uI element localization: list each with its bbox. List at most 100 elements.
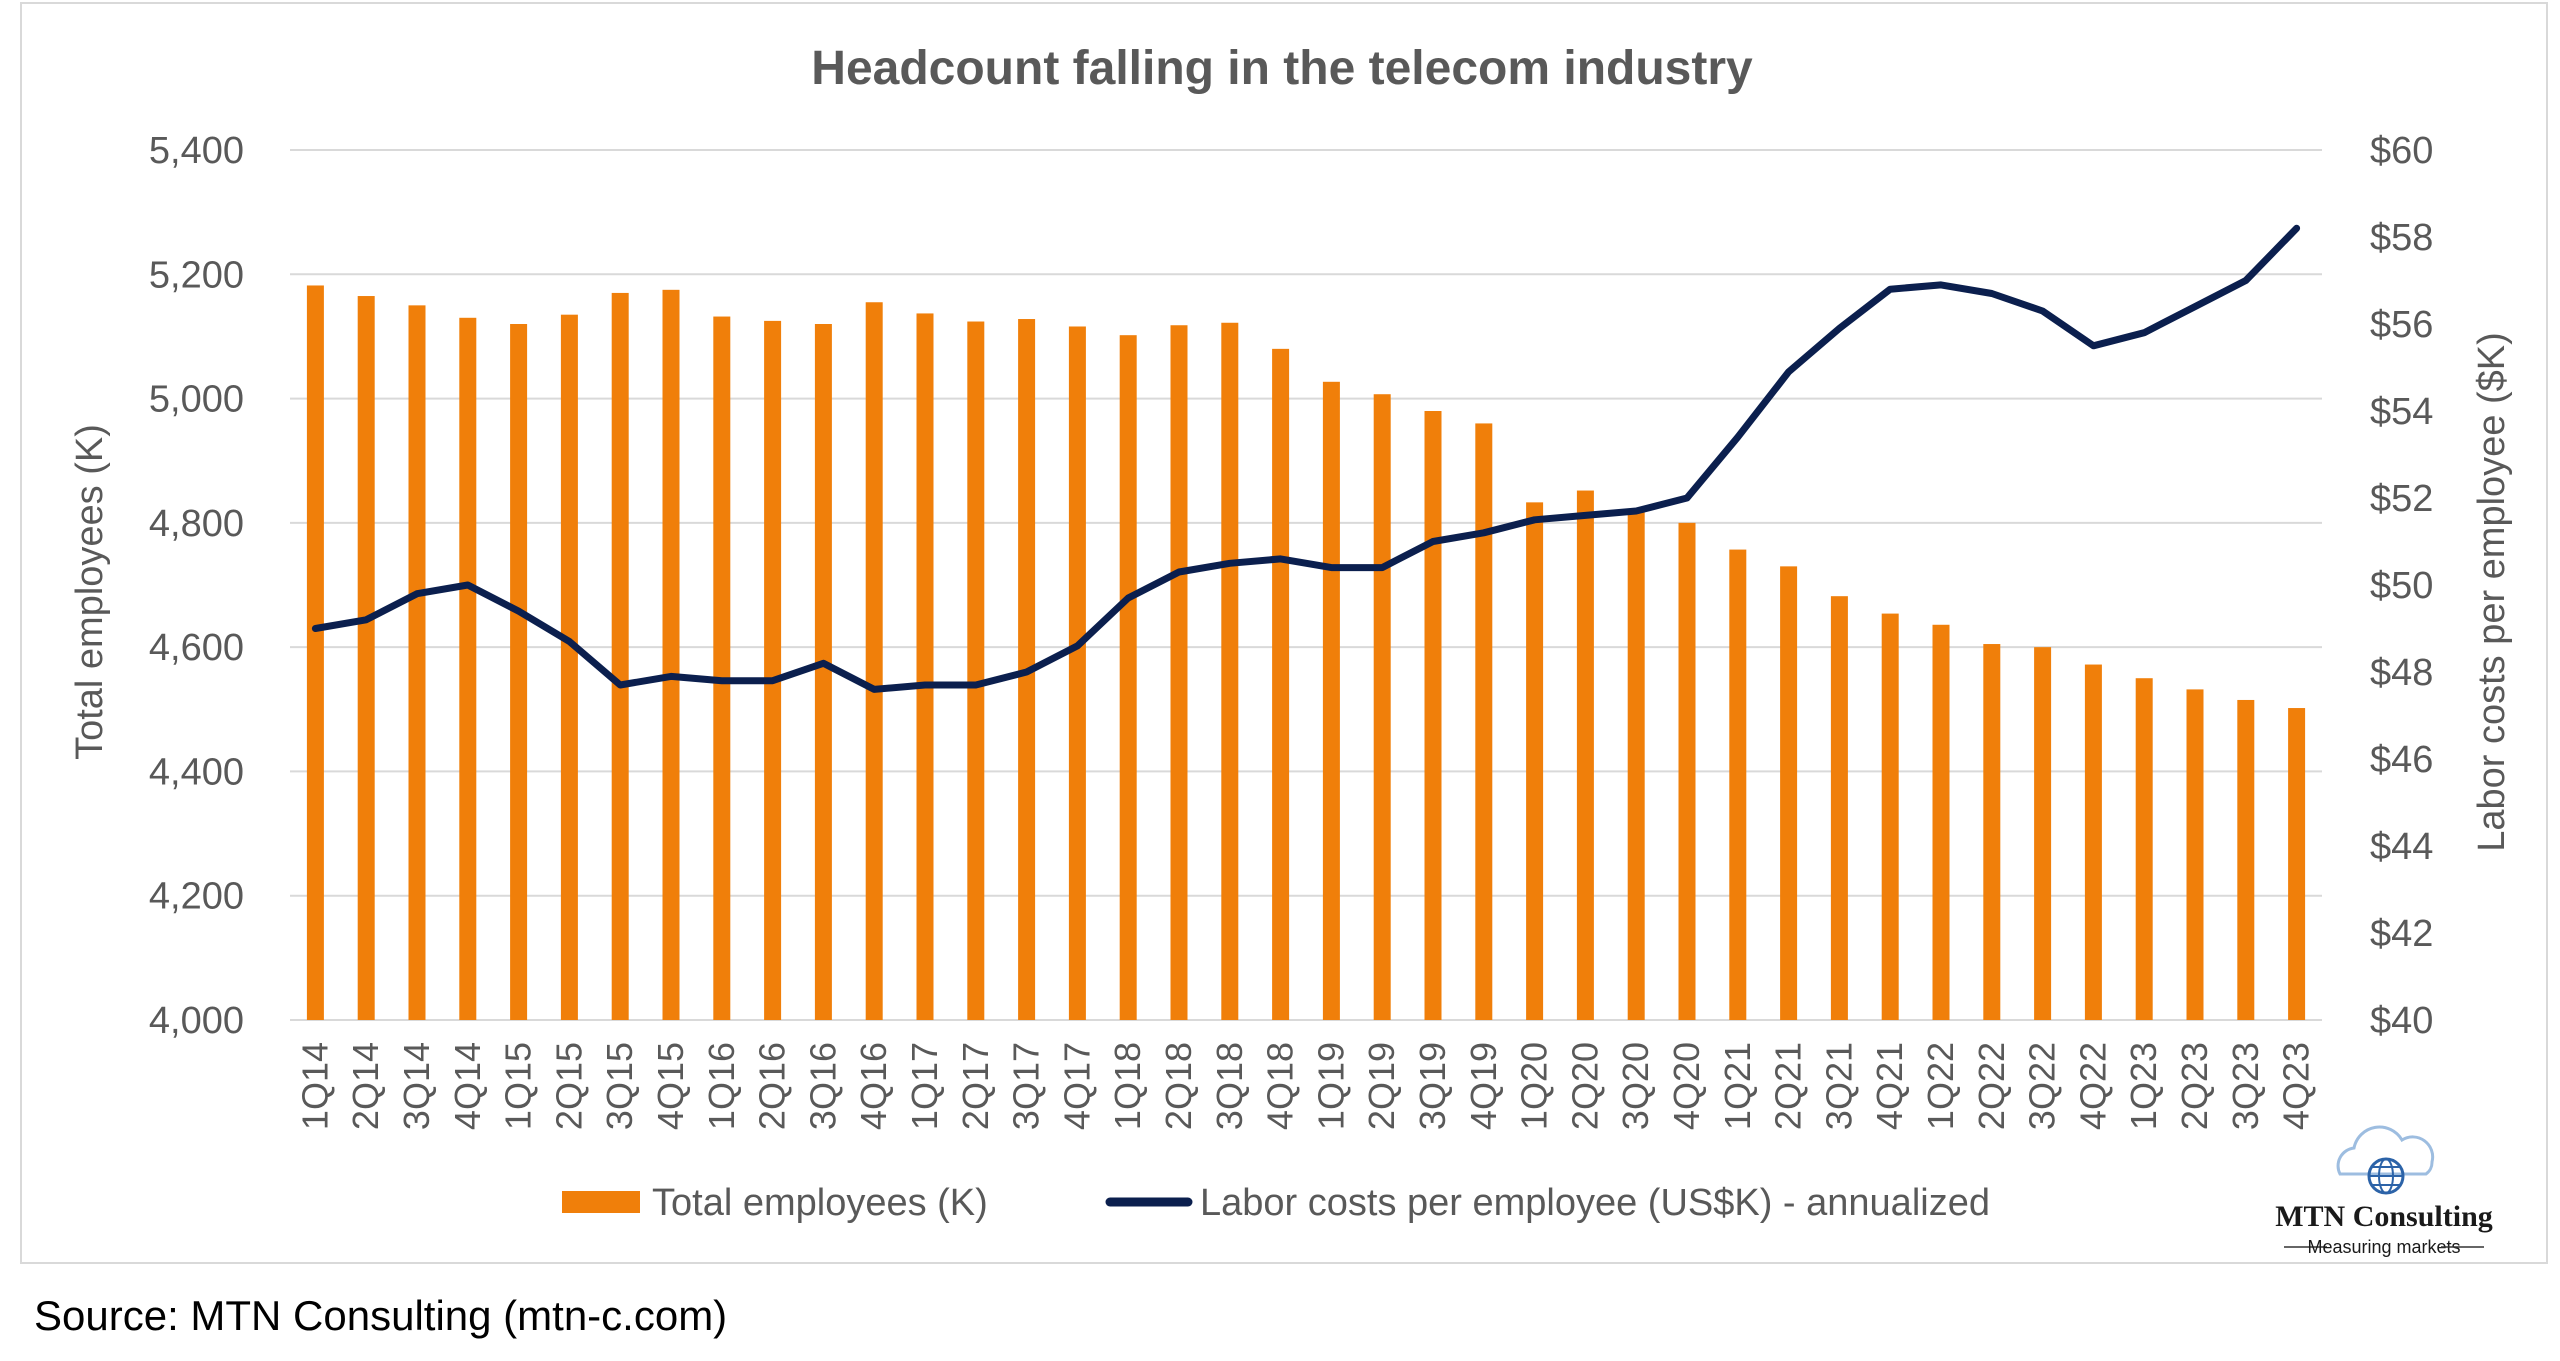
legend-bar-swatch: [562, 1191, 640, 1213]
x-tick-label: 3Q18: [1209, 1042, 1250, 1130]
x-tick-label: 3Q22: [2022, 1042, 2063, 1130]
bar: [713, 316, 731, 1020]
x-tick-label: 4Q18: [1260, 1042, 1301, 1130]
bar: [1830, 596, 1848, 1020]
x-tick-label: 1Q17: [904, 1042, 945, 1130]
x-tick-label: 3Q17: [1006, 1042, 1047, 1130]
bar: [1780, 566, 1798, 1020]
right-tick-label: $50: [2370, 565, 2433, 607]
bar: [1322, 381, 1340, 1020]
x-tick-label: 2Q17: [955, 1042, 996, 1130]
bar: [2135, 678, 2153, 1020]
x-tick-label: 2Q16: [752, 1042, 793, 1130]
x-tick-label: 1Q21: [1717, 1042, 1758, 1130]
right-tick-label: $46: [2370, 739, 2433, 781]
logo-name: MTN Consulting: [2275, 1200, 2493, 1233]
gridlines: [290, 149, 2322, 1021]
left-tick-label: 4,800: [149, 503, 244, 545]
x-tick-label: 2Q14: [345, 1042, 386, 1130]
x-tick-label: 3Q15: [599, 1042, 640, 1130]
logo-tagline: Measuring markets: [2307, 1237, 2460, 1257]
x-tick-label: 4Q22: [2072, 1042, 2113, 1130]
x-tick-label: 1Q16: [701, 1042, 742, 1130]
bar: [357, 296, 375, 1020]
bar: [560, 314, 578, 1020]
bar: [1272, 348, 1290, 1020]
x-tick-label: 3Q19: [1412, 1042, 1453, 1130]
x-tick-label: 1Q18: [1107, 1042, 1148, 1130]
x-tick-label: 2Q22: [1971, 1042, 2012, 1130]
x-tick-label: 3Q20: [1615, 1042, 1656, 1130]
x-tick-label: 3Q16: [802, 1042, 843, 1130]
bar: [2186, 689, 2204, 1020]
right-tick-label: $60: [2370, 130, 2433, 172]
x-tick-label: 2Q21: [1768, 1042, 1809, 1130]
bar: [2237, 699, 2255, 1020]
bar: [1932, 624, 1950, 1020]
left-tick-label: 4,200: [149, 876, 244, 918]
right-tick-label: $48: [2370, 652, 2433, 694]
source-caption: Source: MTN Consulting (mtn-c.com): [34, 1292, 728, 1339]
right-tick-label: $40: [2370, 1000, 2433, 1042]
x-tick-label: 1Q19: [1310, 1042, 1351, 1130]
right-axis-label: Labor costs per employee ($K): [2471, 332, 2513, 852]
chart-title: Headcount falling in the telecom industr…: [811, 42, 1753, 95]
bar: [1627, 511, 1645, 1020]
x-tick-label: 2Q15: [548, 1042, 589, 1130]
bar: [1170, 325, 1188, 1020]
bar: [764, 320, 782, 1021]
bar: [1424, 411, 1442, 1020]
bar: [865, 302, 883, 1020]
bar: [1068, 326, 1086, 1020]
x-tick-label: 1Q14: [294, 1042, 335, 1130]
bar: [306, 285, 324, 1020]
left-axis-label: Total employees (K): [69, 424, 111, 760]
x-tick-label: 3Q21: [1818, 1042, 1859, 1130]
x-tick-label: 2Q20: [1564, 1042, 1605, 1130]
bar: [459, 317, 477, 1020]
legend: Total employees (K) Labor costs per empl…: [562, 1182, 1990, 1224]
bar: [1475, 423, 1493, 1020]
right-tick-label: $54: [2370, 391, 2433, 433]
bar: [2034, 647, 2052, 1020]
right-tick-label: $58: [2370, 217, 2433, 259]
x-tick-label: 2Q23: [2174, 1042, 2215, 1130]
bar: [814, 324, 832, 1020]
x-tick-label: 1Q23: [2123, 1042, 2164, 1130]
bar: [510, 324, 528, 1020]
x-tick-label: 1Q20: [1514, 1042, 1555, 1130]
x-tick-label: 3Q23: [2225, 1042, 2266, 1130]
right-tick-label: $52: [2370, 478, 2433, 520]
bar: [2084, 664, 2102, 1020]
chart-svg: 4,000 4,200 4,400 4,600 4,800 5,000 5,200 5,400…: [69, 42, 2513, 1257]
left-tick-label: 5,000: [149, 379, 244, 421]
bar: [408, 305, 426, 1020]
bar: [1983, 644, 2001, 1020]
bar: [1119, 335, 1137, 1021]
x-tick-label: 1Q15: [498, 1042, 539, 1130]
bar: [2288, 708, 2306, 1020]
bar: [1576, 490, 1594, 1020]
left-tick-label: 5,400: [149, 130, 244, 172]
x-tick-label: 4Q20: [1666, 1042, 1707, 1130]
line-series: [311, 224, 2301, 693]
legend-line-label: Labor costs per employee (US$K) - annual…: [1200, 1182, 1990, 1224]
bar: [1678, 522, 1696, 1020]
bar: [1373, 394, 1391, 1020]
cloud-globe-icon: [2336, 1125, 2435, 1195]
bar: [611, 292, 629, 1020]
bar: [1221, 322, 1239, 1020]
legend-bar-label: Total employees (K): [652, 1182, 988, 1224]
left-tick-label: 4,400: [149, 751, 244, 793]
x-tick-label: 4Q21: [1869, 1042, 1910, 1130]
bar: [1526, 502, 1544, 1021]
x-tick-label: 4Q15: [650, 1042, 691, 1130]
left-tick-label: 4,000: [149, 1000, 244, 1042]
x-tick-label: 1Q22: [1920, 1042, 1961, 1130]
bar: [967, 321, 985, 1020]
x-tick-label: 4Q17: [1056, 1042, 1097, 1130]
x-tick-label: 4Q14: [447, 1042, 488, 1130]
x-tick-label: 4Q23: [2276, 1042, 2317, 1130]
x-tick-label: 2Q18: [1158, 1042, 1199, 1130]
left-tick-label: 4,600: [149, 627, 244, 669]
